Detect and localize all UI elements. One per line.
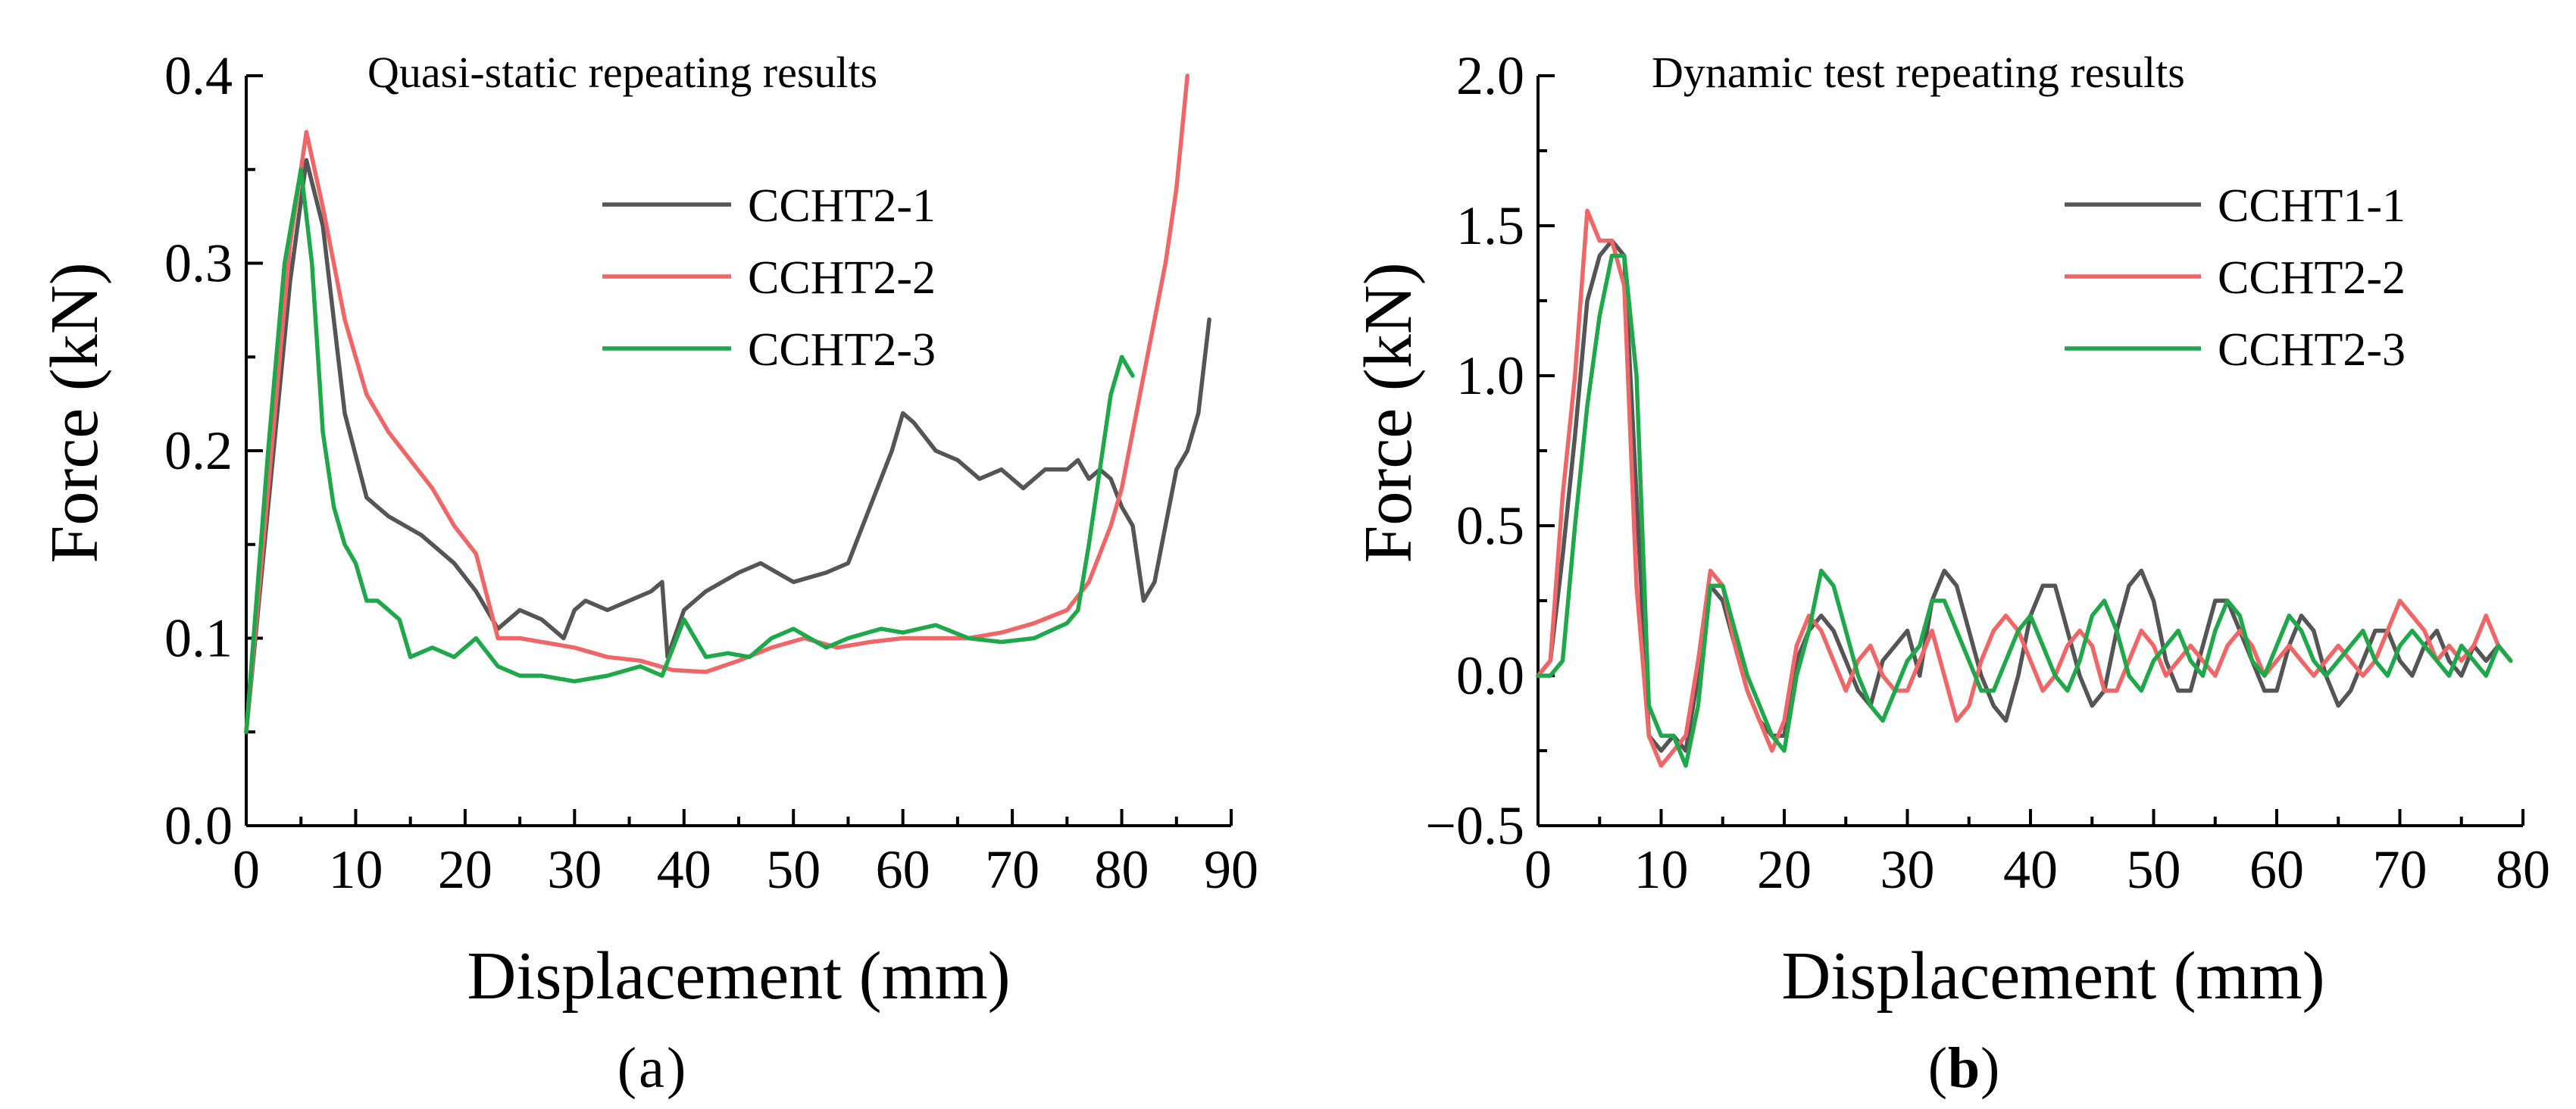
panel-b: Dynamic test repeating results Displacem… [1351,45,2550,1100]
x-axis-title: Displacement (mm) [467,939,1010,1014]
x-tick-label: 0 [1524,839,1552,900]
panel-label: ( b ) [1928,1036,2000,1100]
series-group [244,73,1211,735]
panel-a: Quasi-static repeating results Displacem… [37,45,1258,1100]
x-tick-label: 40 [2003,839,2058,900]
chart-title: Quasi-static repeating results [367,48,877,97]
x-tick-label: 20 [438,839,492,900]
y-tick-label: 0.2 [164,420,233,481]
x-tick-label: 70 [2373,839,2428,900]
y-tick-label: 0.3 [164,233,233,294]
x-tick-label: 30 [547,839,602,900]
axes [245,76,1231,827]
x-tick-label: 50 [766,839,821,900]
y-tick-label: 1.0 [1456,345,1524,406]
svg-text:(: ( [1928,1036,1947,1100]
ticks: 0 10 20 30 40 50 60 70 80 −0.5 0.0 0.5 1.0 1.5 2.0 [1425,45,2550,900]
series-group [1536,208,2513,768]
x-tick-label: 80 [2496,839,2550,900]
series-line-ccht2-1 [244,158,1211,735]
x-tick-label: 0 [233,839,260,900]
legend-label: CCHT2-3 [748,324,936,376]
x-tick-label: 40 [657,839,711,900]
x-tick-label: 70 [985,839,1039,900]
y-tick-label: 2.0 [1456,45,1524,106]
panel-label-letter: b [1948,1036,1980,1100]
legend: CCHT1-1 CCHT2-2 CCHT2-3 [2065,180,2406,376]
series-line-ccht2-2 [1536,208,2513,768]
x-tick-label: 80 [1095,839,1149,900]
x-tick-label: 50 [2127,839,2181,900]
legend-label: CCHT2-1 [748,180,936,232]
chart-title: Dynamic test repeating results [1652,48,2185,97]
x-tick-label: 30 [1880,839,1935,900]
ticks: 0 10 20 30 40 50 60 70 80 90 0.0 0.1 0.2 0.3 0.4 [164,45,1258,900]
x-tick-label: 60 [2249,839,2304,900]
y-tick-label: 0.4 [164,45,233,106]
svg-text:(: ( [617,1036,636,1100]
y-axis-title: Force (kN) [37,262,112,563]
x-axis-title: Displacement (mm) [1781,939,2324,1014]
x-tick-label: 10 [328,839,383,900]
y-axis-title: Force (kN) [1351,262,1426,563]
x-tick-label: 20 [1757,839,1812,900]
y-tick-label: −0.5 [1425,795,1524,856]
y-tick-label: 0.0 [164,795,233,856]
x-tick-label: 10 [1634,839,1689,900]
legend-label: CCHT1-1 [2218,180,2406,232]
x-tick-label: 90 [1204,839,1258,900]
svg-text:): ) [667,1036,686,1100]
y-tick-label: 0.5 [1456,495,1524,556]
series-line-ccht2-3 [1536,253,2513,768]
series-line-ccht2-3 [244,167,1135,735]
x-tick-label: 60 [876,839,930,900]
legend: CCHT2-1 CCHT2-2 CCHT2-3 [602,180,936,376]
panel-label-letter: a [639,1036,664,1100]
y-tick-label: 1.5 [1456,195,1524,256]
y-tick-label: 0.1 [164,608,233,669]
y-tick-label: 0.0 [1456,645,1524,706]
legend-label: CCHT2-2 [2218,252,2406,304]
legend-label: CCHT2-2 [748,252,936,304]
series-line-ccht2-2 [244,73,1190,735]
svg-text:): ) [1980,1036,1999,1100]
legend-label: CCHT2-3 [2218,324,2406,376]
panel-label: ( a ) [617,1036,686,1100]
